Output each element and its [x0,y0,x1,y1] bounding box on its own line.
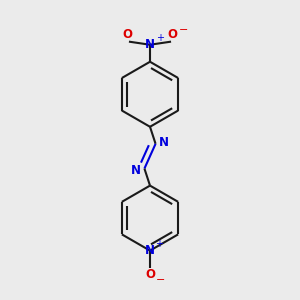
Text: −: − [156,275,166,285]
Text: N: N [145,244,155,257]
Text: O: O [168,28,178,41]
Text: +: + [155,239,163,249]
Text: N: N [131,164,141,177]
Text: −: − [179,25,188,35]
Text: N: N [145,38,155,51]
Text: +: + [156,33,164,43]
Text: O: O [145,268,155,281]
Text: N: N [159,136,169,149]
Text: O: O [122,28,132,41]
